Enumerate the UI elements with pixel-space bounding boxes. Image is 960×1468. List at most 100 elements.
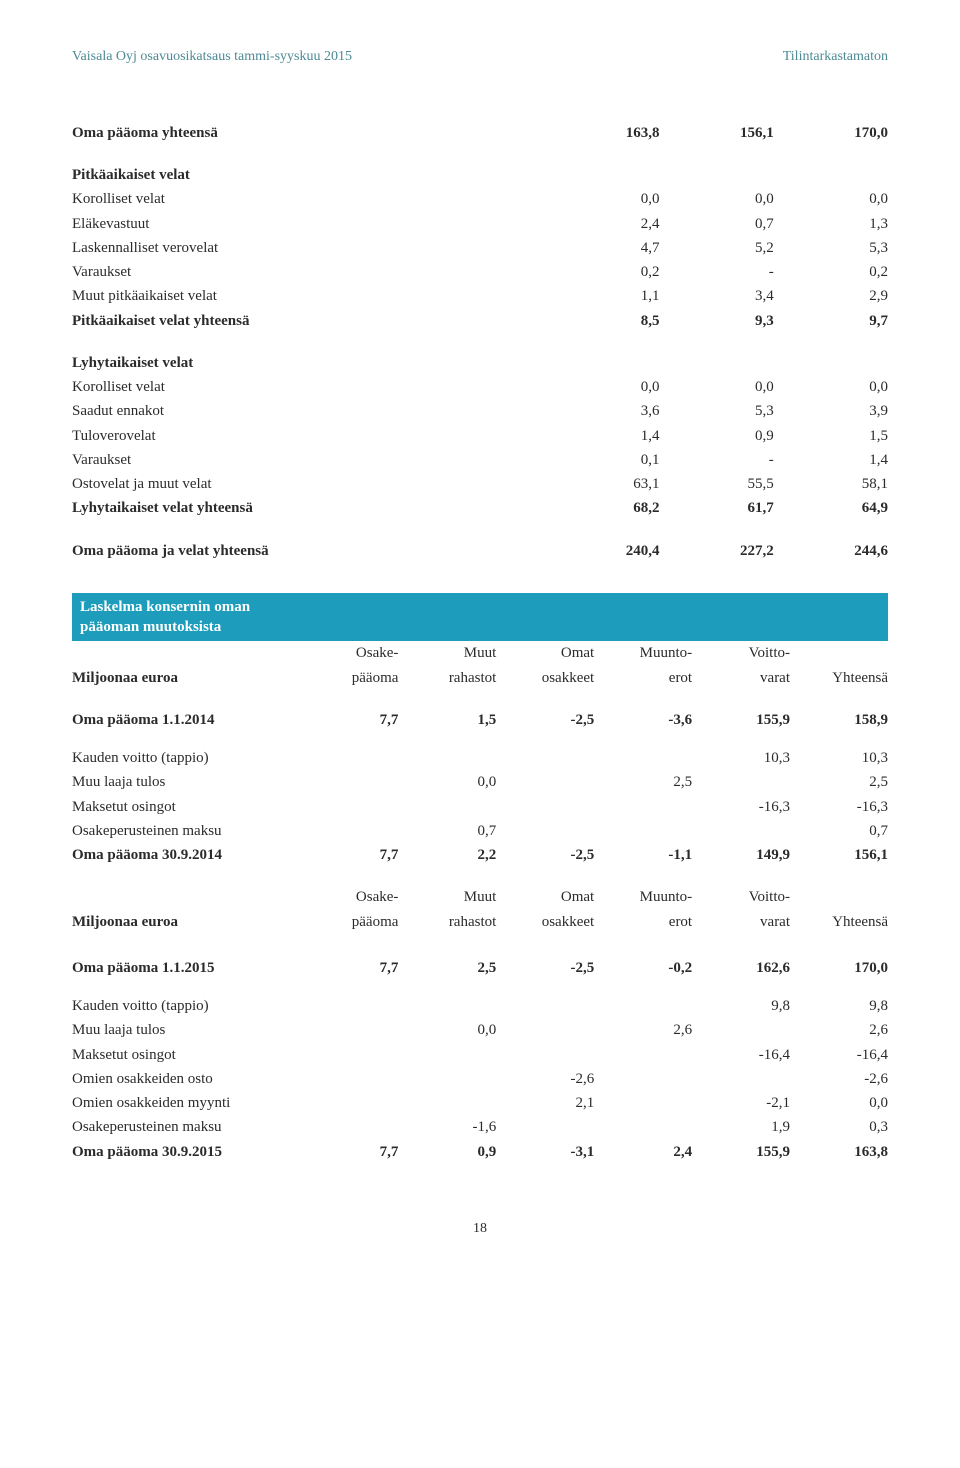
cell-value — [300, 1067, 398, 1091]
long-liab-total: Pitkäaikaiset velat yhteensä 8,5 9,3 9,7… — [72, 309, 888, 376]
cell-value — [594, 795, 692, 819]
row-label: Osakeperusteinen maksu — [72, 1115, 300, 1139]
cell-value: 5,3 — [774, 236, 888, 260]
cell-value — [300, 994, 398, 1018]
cell-value — [398, 1067, 496, 1091]
equity-2014-open: Oma pääoma 1.1.2014 7,7 1,5 -2,5 -3,6 15… — [72, 708, 888, 732]
row-label: Eläkevastuut — [72, 212, 545, 236]
cell-value: 0,7 — [398, 819, 496, 843]
equity-2015-open: Oma pääoma 1.1.2015 7,7 2,5 -2,5 -0,2 16… — [72, 956, 888, 980]
cell-value: -2,1 — [692, 1091, 790, 1115]
row-label: Omien osakkeiden osto — [72, 1067, 300, 1091]
header-right: Tilintarkastamaton — [783, 48, 888, 67]
cell-value — [300, 1043, 398, 1067]
cell-value — [300, 819, 398, 843]
equity-changes-header-2: Osake- Muut Omat Muunto- Voitto- Miljoon… — [72, 885, 888, 934]
cell-value: 2,5 — [594, 770, 692, 794]
row-label: Varaukset — [72, 260, 545, 284]
cell-value: 0,0 — [660, 187, 774, 211]
cell-value — [398, 994, 496, 1018]
row-label: Muut pitkäaikaiset velat — [72, 284, 545, 308]
cell-value: 3,4 — [660, 284, 774, 308]
cell-value: 1,4 — [545, 424, 659, 448]
equity-2015-rows: Kauden voitto (tappio)9,89,8Muu laaja tu… — [72, 994, 888, 1140]
short-liab-table: Korolliset velat0,00,00,0Saadut ennakot3… — [72, 375, 888, 496]
cell-value — [496, 994, 594, 1018]
page-header: Vaisala Oyj osavuosikatsaus tammi-syysku… — [72, 48, 888, 67]
cell-value: 10,3 — [692, 746, 790, 770]
cell-value: -16,3 — [790, 795, 888, 819]
cell-value: 9,8 — [790, 994, 888, 1018]
cell-value — [300, 1115, 398, 1139]
cell-value: 0,7 — [660, 212, 774, 236]
cell-value: -16,4 — [790, 1043, 888, 1067]
cell-value: 10,3 — [790, 746, 888, 770]
cell-value — [594, 746, 692, 770]
cell-value: 2,9 — [774, 284, 888, 308]
cell-value — [496, 819, 594, 843]
cell-value — [594, 1043, 692, 1067]
cell-value: 5,3 — [660, 399, 774, 423]
cell-value: 2,5 — [790, 770, 888, 794]
cell-value: -2,6 — [790, 1067, 888, 1091]
cell-value — [692, 819, 790, 843]
cell-value: 63,1 — [545, 472, 659, 496]
cell-value — [692, 770, 790, 794]
header-left: Vaisala Oyj osavuosikatsaus tammi-syysku… — [72, 48, 352, 67]
cell-value — [496, 1115, 594, 1139]
equity-2014-rows: Kauden voitto (tappio)10,310,3Muu laaja … — [72, 746, 888, 843]
cell-value: 4,7 — [545, 236, 659, 260]
cell-value — [398, 795, 496, 819]
cell-value: 0,2 — [545, 260, 659, 284]
cell-value: 2,4 — [545, 212, 659, 236]
section-heading: Lyhytaikaiset velat — [72, 351, 888, 375]
equity-total-table: Oma pääoma yhteensä 163,8 156,1 170,0 Pi… — [72, 121, 888, 188]
cell-value: 0,1 — [545, 448, 659, 472]
cell-value — [594, 1067, 692, 1091]
cell-value: - — [660, 448, 774, 472]
long-liab-table: Korolliset velat0,00,00,0Eläkevastuut2,4… — [72, 187, 888, 308]
cell-value — [594, 1091, 692, 1115]
cell-value — [300, 1018, 398, 1042]
cell-value: 0,7 — [790, 819, 888, 843]
cell-value — [398, 1091, 496, 1115]
cell-value — [692, 1067, 790, 1091]
cell-value: 9,8 — [692, 994, 790, 1018]
cell-value: 0,0 — [790, 1091, 888, 1115]
cell-value — [594, 994, 692, 1018]
cell-value — [496, 770, 594, 794]
row-label: Muu laaja tulos — [72, 770, 300, 794]
cell-value — [300, 770, 398, 794]
cell-value: 3,6 — [545, 399, 659, 423]
cell-value: 1,4 — [774, 448, 888, 472]
cell-value — [398, 746, 496, 770]
cell-value: 1,5 — [774, 424, 888, 448]
cell-value — [398, 1043, 496, 1067]
equity-2014-close: Oma pääoma 30.9.2014 7,7 2,2 -2,5 -1,1 1… — [72, 843, 888, 867]
section-heading: Pitkäaikaiset velat — [72, 163, 888, 187]
page-number: 18 — [72, 1220, 888, 1239]
row-label: Kauden voitto (tappio) — [72, 994, 300, 1018]
cell-value — [594, 1115, 692, 1139]
cell-value: 0,0 — [545, 187, 659, 211]
cell-value: 55,5 — [660, 472, 774, 496]
cell-value: 0,0 — [545, 375, 659, 399]
cell-value: 2,1 — [496, 1091, 594, 1115]
row-label: Oma pääoma yhteensä — [72, 121, 545, 145]
cell-value: 0,0 — [774, 375, 888, 399]
equity-2015-close: Oma pääoma 30.9.2015 7,7 0,9 -3,1 2,4 15… — [72, 1140, 888, 1164]
cell-value: 3,9 — [774, 399, 888, 423]
row-label: Maksetut osingot — [72, 1043, 300, 1067]
cell-value — [496, 795, 594, 819]
row-label: Laskennalliset verovelat — [72, 236, 545, 260]
cell-value — [496, 1018, 594, 1042]
cell-value: 0,2 — [774, 260, 888, 284]
cell-value: 2,6 — [594, 1018, 692, 1042]
cell-value: 0,0 — [660, 375, 774, 399]
cell-value — [300, 1091, 398, 1115]
cell-value: 0,9 — [660, 424, 774, 448]
row-label: Maksetut osingot — [72, 795, 300, 819]
row-label: Ostovelat ja muut velat — [72, 472, 545, 496]
short-liab-total: Lyhytaikaiset velat yhteensä 68,2 61,7 6… — [72, 496, 888, 563]
cell-value — [594, 819, 692, 843]
